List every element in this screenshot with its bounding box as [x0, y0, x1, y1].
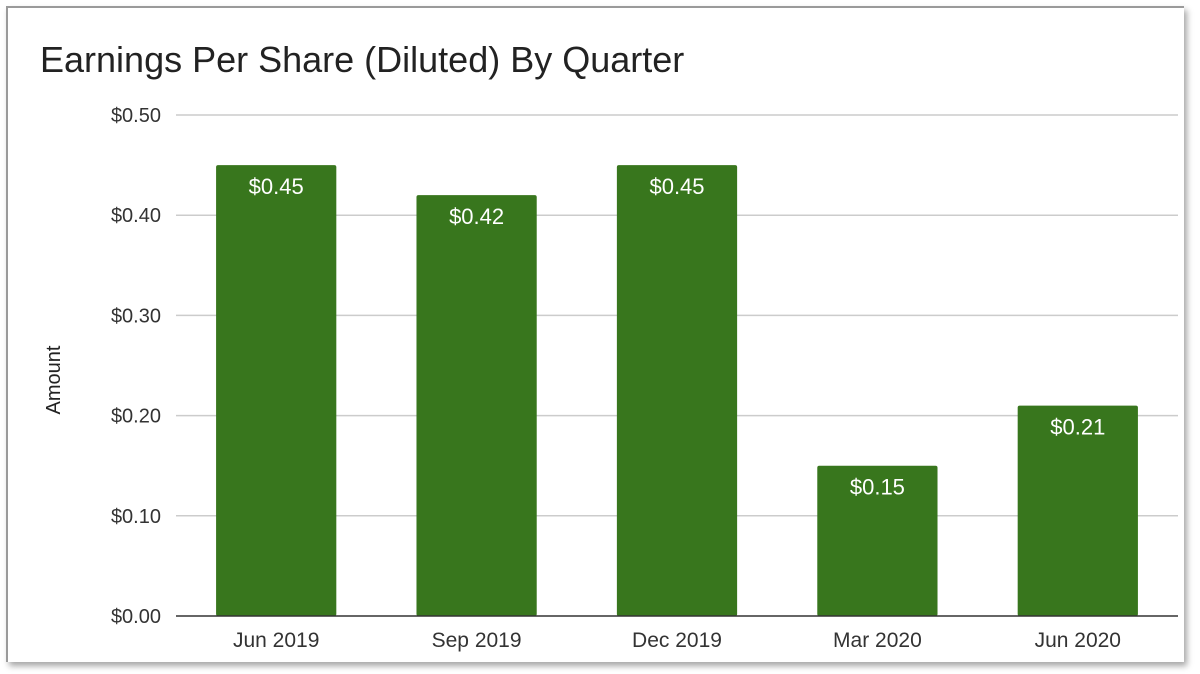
y-tick-label: $0.40 — [111, 205, 161, 227]
bar — [216, 165, 337, 616]
chart-title: Earnings Per Share (Diluted) By Quarter — [40, 39, 684, 80]
bar — [1017, 405, 1138, 616]
bar-value-label: $0.42 — [449, 204, 504, 229]
bar-value-label: $0.21 — [1050, 415, 1105, 440]
bar — [817, 465, 938, 616]
bar-value-label: $0.45 — [249, 174, 304, 199]
x-tick-label: Mar 2020 — [833, 629, 922, 652]
x-tick-label: Dec 2019 — [632, 629, 722, 652]
y-tick-label: $0.20 — [111, 406, 161, 428]
bar-value-label: $0.15 — [850, 475, 905, 500]
x-tick-label: Sep 2019 — [432, 629, 522, 652]
x-tick-label: Jun 2019 — [233, 629, 319, 652]
x-axis-ticks: Jun 2019 Sep 2019 Dec 2019 Mar 2020 Jun 2020 — [233, 629, 1121, 652]
y-axis-label: Amount — [43, 345, 65, 414]
bar — [416, 195, 537, 616]
y-tick-label: $0.50 — [111, 105, 161, 127]
bars — [216, 165, 1138, 616]
y-tick-label: $0.00 — [111, 606, 161, 628]
y-tick-label: $0.30 — [111, 305, 161, 327]
bar — [616, 165, 738, 616]
y-tick-label: $0.10 — [111, 506, 161, 528]
bar-value-label: $0.45 — [649, 174, 704, 199]
data-labels: $0.45 $0.42 $0.45 $0.15 $0.21 — [249, 174, 1106, 500]
y-axis-ticks: $0.00 $0.10 $0.20 $0.30 $0.40 $0.50 — [111, 105, 161, 628]
x-tick-label: Jun 2020 — [1035, 629, 1121, 652]
